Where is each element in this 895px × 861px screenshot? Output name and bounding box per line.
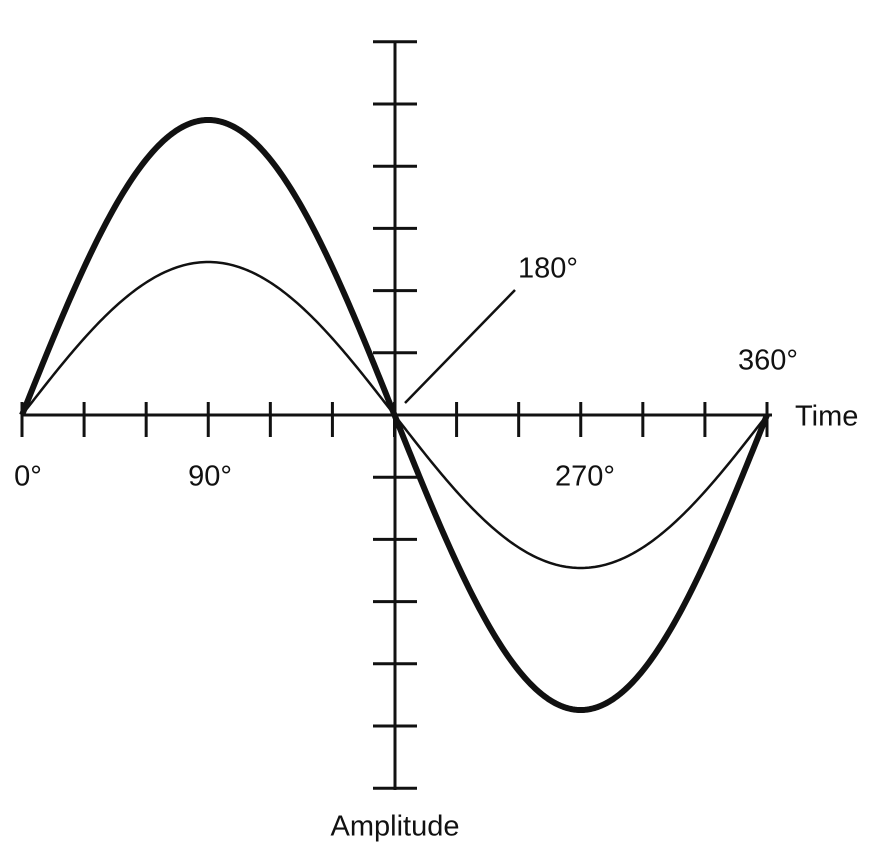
label-90: 90° xyxy=(188,461,232,493)
large-wave xyxy=(19,117,770,713)
label-360: 360° xyxy=(738,345,798,377)
amplitude-label: Amplitude xyxy=(331,811,460,843)
label-0: 0° xyxy=(14,461,42,493)
ticks xyxy=(20,40,769,790)
time-label: Time xyxy=(795,401,858,433)
leader-line xyxy=(404,289,516,404)
label-180: 180° xyxy=(518,253,578,285)
label-270: 270° xyxy=(555,461,615,493)
